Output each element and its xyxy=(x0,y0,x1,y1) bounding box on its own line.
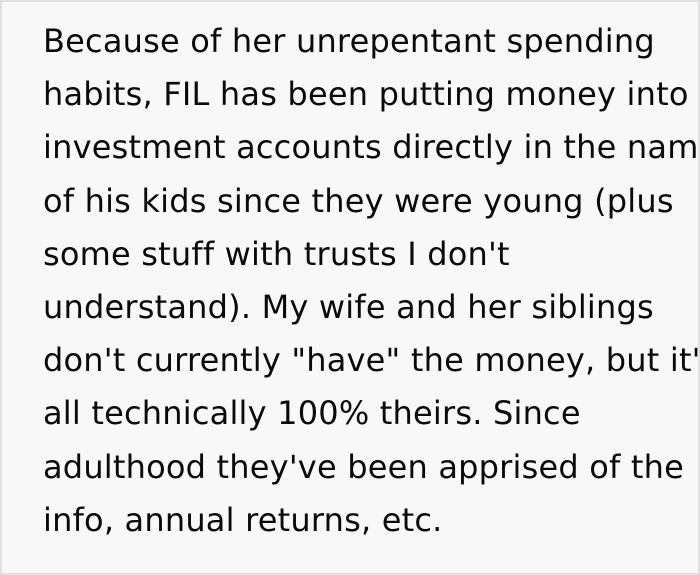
text-line: info, annual returns, etc. xyxy=(43,500,443,539)
text-line: investment accounts directly in the name xyxy=(43,128,700,167)
text-line: of his kids since they were young (plus xyxy=(43,181,674,220)
text-line: don't currently "have" the money, but it… xyxy=(43,341,700,380)
text-line: some stuff with trusts I don't xyxy=(43,234,510,273)
text-line: understand). My wife and her siblings xyxy=(43,288,654,327)
text-line: adulthood they've been apprised of the xyxy=(43,447,685,486)
text-line: Because of her unrepentant spending xyxy=(43,22,655,60)
text-line: habits, FIL has been putting money into xyxy=(43,75,689,114)
text-line: all technically 100% theirs. Since xyxy=(43,394,581,433)
